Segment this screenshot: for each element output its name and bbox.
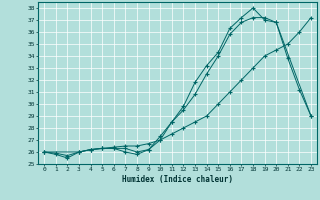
X-axis label: Humidex (Indice chaleur): Humidex (Indice chaleur) — [122, 175, 233, 184]
